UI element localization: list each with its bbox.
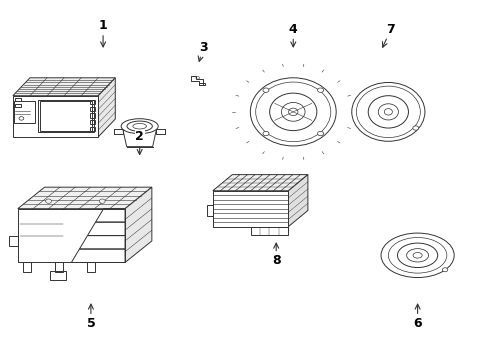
Polygon shape <box>18 209 125 262</box>
Polygon shape <box>98 78 115 137</box>
Circle shape <box>263 131 268 136</box>
Text: 8: 8 <box>271 243 280 267</box>
Polygon shape <box>18 187 152 209</box>
Circle shape <box>412 126 418 130</box>
Circle shape <box>317 131 323 136</box>
Text: 7: 7 <box>382 23 394 47</box>
Ellipse shape <box>250 78 335 146</box>
Polygon shape <box>212 175 307 191</box>
Ellipse shape <box>121 119 158 134</box>
Circle shape <box>99 199 105 203</box>
Circle shape <box>45 199 51 203</box>
Circle shape <box>317 88 323 93</box>
Ellipse shape <box>351 82 424 141</box>
Text: 2: 2 <box>135 130 144 154</box>
Text: 6: 6 <box>412 304 421 330</box>
Text: 3: 3 <box>198 41 207 61</box>
Text: 5: 5 <box>86 304 95 330</box>
Polygon shape <box>13 96 98 137</box>
Circle shape <box>442 268 447 272</box>
Circle shape <box>263 88 268 93</box>
Polygon shape <box>125 187 152 262</box>
Text: 4: 4 <box>288 23 297 47</box>
Polygon shape <box>13 78 115 96</box>
Ellipse shape <box>380 233 453 278</box>
Text: 1: 1 <box>99 19 107 47</box>
Polygon shape <box>288 175 307 226</box>
Polygon shape <box>212 191 288 226</box>
